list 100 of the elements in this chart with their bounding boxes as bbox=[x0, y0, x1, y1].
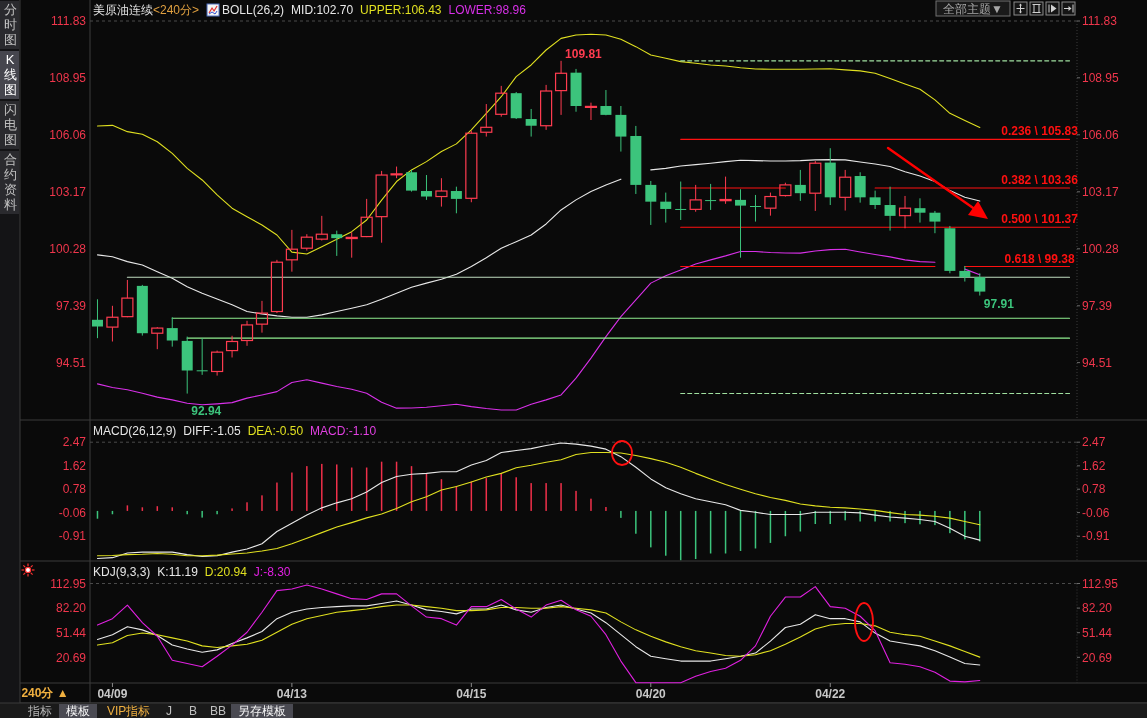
line-series bbox=[96, 604, 981, 658]
y2-tick-label: 112.95 bbox=[50, 576, 87, 591]
candlestick bbox=[914, 197, 926, 224]
data-label: 0.618 \ 99.38 bbox=[1004, 251, 1075, 266]
candlestick bbox=[315, 215, 328, 240]
y2-tick-label: 103.17 bbox=[49, 185, 87, 199]
y-tick-label: 51.44 bbox=[1082, 625, 1113, 640]
candlestick bbox=[705, 183, 717, 211]
candlestick bbox=[794, 169, 806, 202]
candlestick bbox=[525, 108, 537, 138]
candlestick bbox=[869, 190, 881, 210]
text: 另存模板 bbox=[238, 704, 286, 718]
legend-title: BOLL(26,2) bbox=[222, 3, 285, 17]
candlestick bbox=[480, 103, 493, 138]
line-series bbox=[96, 584, 981, 684]
candlestick bbox=[285, 229, 298, 273]
y-tick-label: 112.95 bbox=[1082, 576, 1119, 591]
candlestick bbox=[270, 259, 284, 314]
candlestick bbox=[764, 192, 777, 217]
text: MID:102.70 bbox=[291, 3, 354, 17]
candlestick bbox=[225, 335, 239, 358]
y-tick-label: 100.28 bbox=[1082, 242, 1120, 256]
candlestick bbox=[660, 192, 672, 224]
y2-tick-label: 94.51 bbox=[55, 355, 87, 370]
y2-tick-label: -0.06 bbox=[58, 505, 87, 520]
y2-tick-label: 100.28 bbox=[49, 242, 87, 256]
candlestick bbox=[345, 231, 358, 259]
text: K线图 bbox=[3, 52, 17, 97]
candlestick bbox=[645, 180, 657, 226]
x-tick-label: 04/13 bbox=[276, 687, 308, 701]
text: D:20.94 bbox=[204, 564, 248, 579]
y2-tick-label: 2.47 bbox=[62, 435, 87, 450]
candlestick bbox=[166, 316, 178, 348]
candlestick bbox=[719, 176, 732, 205]
text: J bbox=[166, 704, 172, 718]
candlestick bbox=[809, 160, 822, 212]
y-tick-label: -0.06 bbox=[1082, 505, 1110, 520]
y-tick-label: 0.78 bbox=[1082, 482, 1106, 497]
text: 240分 ▲ bbox=[21, 686, 69, 700]
y-tick-label: 2.47 bbox=[1082, 435, 1106, 450]
y2-tick-label: 97.39 bbox=[55, 299, 87, 313]
candlestick bbox=[435, 177, 448, 208]
text: BB bbox=[210, 704, 227, 718]
candlestick bbox=[360, 198, 373, 238]
text: 合约资料 bbox=[3, 152, 17, 212]
y2-tick-label: 82.20 bbox=[55, 601, 87, 616]
text: MACD:-1.10 bbox=[310, 423, 377, 438]
x-tick-label: 04/22 bbox=[815, 687, 846, 701]
candlestick bbox=[406, 169, 418, 193]
text: 92.94 bbox=[191, 404, 222, 419]
y-tick-label: -0.91 bbox=[1082, 529, 1110, 544]
text: 全部主题▼ bbox=[943, 2, 1003, 16]
candlestick bbox=[121, 279, 134, 318]
chart-title: 美原油连续 bbox=[93, 3, 153, 17]
y-tick-label: 106.06 bbox=[1082, 128, 1120, 142]
text: 109.81 bbox=[565, 46, 602, 61]
text: 模板 bbox=[66, 704, 90, 718]
candlestick bbox=[300, 233, 313, 252]
y2-tick-label: 111.83 bbox=[51, 14, 87, 29]
candlestick bbox=[540, 84, 553, 131]
chart-subtitle: <240分> bbox=[153, 3, 200, 17]
legend-title: KDJ(9,3,3) bbox=[93, 564, 151, 579]
y2-tick-label: 51.44 bbox=[55, 625, 87, 640]
candlestick bbox=[929, 210, 941, 234]
y-tick-label: 97.39 bbox=[1082, 299, 1113, 313]
y-tick-label: 1.62 bbox=[1082, 459, 1106, 474]
text: LOWER:98.96 bbox=[448, 3, 527, 17]
y-tick-label: 94.51 bbox=[1082, 355, 1113, 370]
legend-title: MACD(26,12,9) bbox=[93, 423, 177, 438]
y2-tick-label: 0.78 bbox=[62, 482, 87, 497]
data-label: 0.500 \ 101.37 bbox=[1001, 212, 1079, 227]
candlestick bbox=[211, 350, 224, 377]
y-tick-label: 103.17 bbox=[1082, 185, 1120, 199]
candlestick bbox=[675, 181, 687, 221]
data-label: 0.382 \ 103.36 bbox=[1001, 173, 1079, 188]
x-tick-label: 04/20 bbox=[635, 687, 667, 701]
y2-tick-label: 108.95 bbox=[49, 71, 87, 85]
text: 闪电图 bbox=[3, 102, 17, 147]
candlestick bbox=[554, 60, 568, 116]
text: B bbox=[189, 704, 198, 718]
series-label: J:-8.30 bbox=[253, 564, 291, 579]
text: 分时图 bbox=[3, 2, 17, 47]
candlestick bbox=[600, 89, 612, 116]
y2-tick-label: 20.69 bbox=[55, 650, 87, 665]
x-tick-label: 04/15 bbox=[456, 687, 487, 701]
y2-tick-label: -0.91 bbox=[58, 529, 87, 544]
y2-tick-label: 106.06 bbox=[49, 128, 87, 142]
text: UPPER:106.43 bbox=[360, 3, 442, 17]
candlestick bbox=[196, 337, 208, 376]
x-tick-label: 04/09 bbox=[97, 687, 128, 701]
y-tick-label: 108.95 bbox=[1082, 71, 1120, 85]
candlestick bbox=[240, 320, 254, 347]
candlestick bbox=[615, 105, 627, 153]
candlestick bbox=[331, 230, 343, 257]
candlestick bbox=[689, 184, 702, 213]
y-tick-label: 20.69 bbox=[1082, 650, 1113, 665]
line-series bbox=[96, 600, 981, 666]
candlestick bbox=[91, 298, 103, 339]
text: 指标 bbox=[27, 704, 52, 718]
candlestick bbox=[839, 169, 852, 212]
